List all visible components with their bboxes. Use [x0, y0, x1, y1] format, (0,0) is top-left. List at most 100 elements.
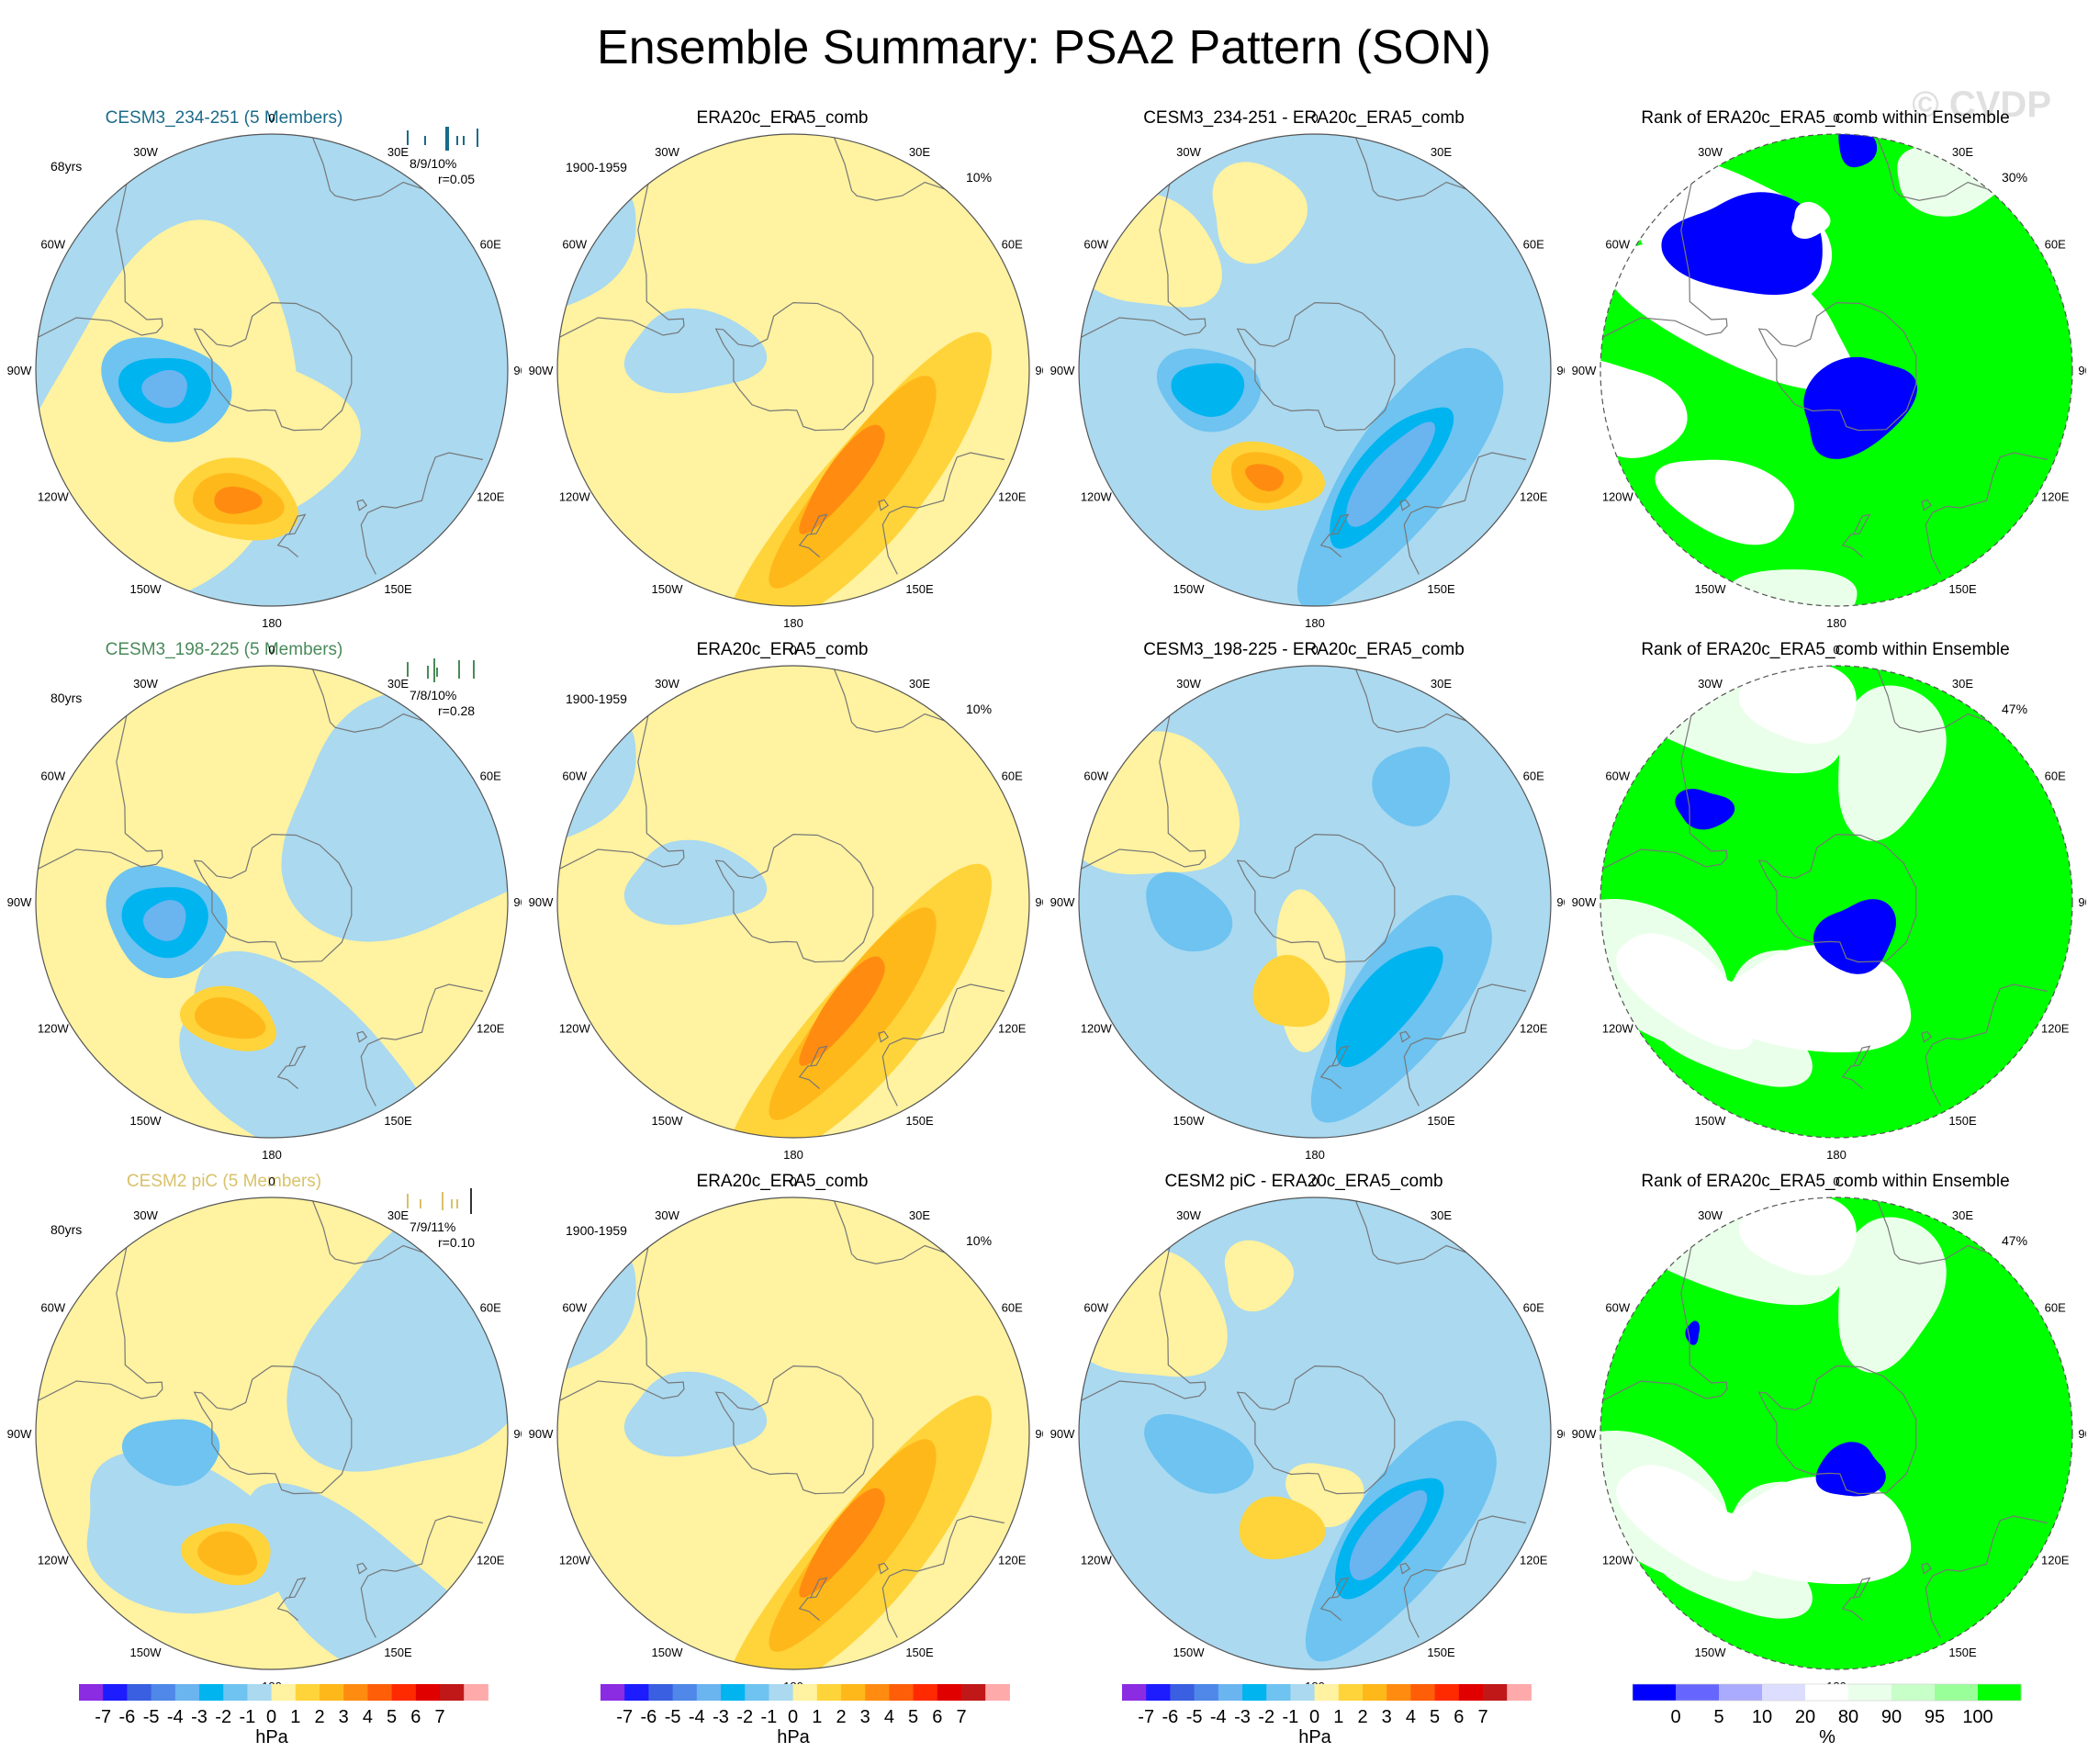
lon-label: 90W	[1050, 364, 1075, 377]
colorbar-tick-label: -7	[95, 1707, 111, 1727]
colorbar-tick-label: 1	[812, 1707, 822, 1727]
lon-label: 120E	[1520, 490, 1548, 504]
years-label: 80yrs	[51, 691, 83, 705]
lon-label: 60W	[562, 1301, 587, 1315]
colorbar-hpa: -7 -6 -5 -4 -3 -2 -1 0 1 2 3 4 5 6 7 hPa	[1122, 1684, 1532, 1747]
new-zealand-outline	[276, 1577, 307, 1622]
panel-diff-r1: CESM3_234-251 - ERA20c_ERA5_comb 0 30E 60E…	[1043, 108, 1565, 639]
colorbar-tick-label: -3	[191, 1707, 208, 1727]
lon-label: 120E	[477, 1022, 505, 1036]
polar-map: 030E60E90E120E150E180150W120W90W60W30W	[1050, 111, 1565, 630]
colorbar-box	[841, 1684, 866, 1701]
longitude-labels: 030E60E90E120E150E180150W120W90W60W30W	[7, 643, 522, 1162]
colorbar-tick-label: -6	[641, 1707, 657, 1727]
field-region	[623, 1371, 768, 1457]
lon-label: 60E	[480, 238, 501, 252]
panel-obs-r3: ERA20c_ERA5_comb 1900-1959 10% 0 30E 60E 90…	[522, 1172, 1043, 1702]
spread-tick-marks	[407, 658, 475, 682]
colorbar-box	[1719, 1684, 1763, 1701]
longitude-labels: 030E60E90E120E150E180150W120W90W60W30W	[529, 111, 1043, 630]
colorbar-box	[320, 1684, 344, 1701]
colorbar-box	[889, 1684, 915, 1701]
contour-level	[121, 1419, 220, 1487]
south-america-outline	[559, 715, 685, 870]
new-zealand-outline	[798, 1045, 828, 1090]
colorbar-box	[103, 1684, 128, 1701]
australia-outline	[360, 1515, 483, 1638]
lon-label: 60W	[562, 770, 587, 783]
lon-label: 90W	[1572, 364, 1597, 377]
lon-label: 60W	[1083, 238, 1108, 252]
lon-label: 30W	[655, 677, 679, 691]
map-boundary	[35, 665, 509, 1139]
colorbar-box	[391, 1684, 417, 1701]
lon-label: 60E	[2045, 238, 2066, 252]
polar-map: 030E60E90E120E150E180150W120W90W60W30W	[1050, 1174, 1565, 1693]
lon-label: 120W	[559, 1554, 591, 1567]
lon-label: 150E	[1427, 582, 1455, 596]
colorbar-tick-label: -6	[119, 1707, 136, 1727]
polar-map: 030E60E90E120E150E180150W120W90W60W30W	[1572, 1174, 2086, 1693]
lon-label: 30W	[133, 145, 158, 159]
coastlines	[1081, 669, 1526, 1107]
africa-outline	[312, 137, 424, 201]
lon-label: 30W	[1698, 145, 1723, 159]
field-region	[1212, 162, 1308, 264]
south-america-outline	[559, 184, 685, 338]
lon-label: 150E	[1948, 1114, 1977, 1128]
new-zealand-outline	[798, 513, 828, 558]
lon-label: 30E	[1431, 1208, 1452, 1222]
coastlines	[38, 669, 483, 1107]
coastlines	[559, 137, 1005, 575]
colorbar-tick-label: 5	[387, 1707, 397, 1727]
colorbar-box	[1242, 1684, 1267, 1701]
lon-label: 0	[268, 111, 275, 125]
rank-pct: 47%	[2002, 1233, 2028, 1248]
rank-pct: 47%	[2002, 702, 2028, 716]
colorbar-tick-label: -2	[1258, 1707, 1274, 1727]
tasmania-outline	[1921, 499, 1933, 511]
colorbar-tick-label: 7	[434, 1707, 444, 1727]
contour-level	[799, 424, 885, 534]
rank-region	[1616, 1465, 1753, 1581]
colorbar-box	[792, 1684, 818, 1701]
lon-label: 30W	[1176, 145, 1201, 159]
panel-diff-r3: CESM2 piC - ERA20c_ERA5_comb 0 30E 60E 90E 1…	[1043, 1172, 1565, 1702]
colorbar-tick-label: 0	[266, 1707, 276, 1727]
diff-title: CESM3_234-251 - ERA20c_ERA5_comb	[1143, 108, 1465, 128]
panel-obs-r1: ERA20c_ERA5_comb 1900-1959 10% 0 30E 60E 90…	[522, 108, 1043, 639]
contour-field	[36, 666, 508, 1138]
australia-outline	[881, 1515, 1005, 1638]
colorbar-box	[1363, 1684, 1387, 1701]
lon-label: 60E	[480, 1301, 501, 1315]
south-america-outline	[1602, 715, 1728, 870]
antarctica-outline	[714, 1365, 874, 1495]
colorbar-tick-label: 5	[1430, 1707, 1440, 1727]
colorbar-box	[1762, 1684, 1806, 1701]
colorbar-unit: hPa	[255, 1727, 288, 1747]
lon-label: 150W	[652, 1114, 684, 1128]
antarctica-outline	[714, 301, 874, 432]
lon-label: 90E	[513, 1427, 522, 1441]
colorbar-box	[367, 1684, 393, 1701]
australia-outline	[1403, 452, 1526, 575]
australia-outline	[881, 983, 1005, 1107]
lon-label: 150W	[1695, 1646, 1727, 1659]
lon-label: 120W	[1602, 1022, 1634, 1036]
lon-label: 120W	[1081, 1022, 1113, 1036]
colorbar-box	[1676, 1684, 1720, 1701]
longitude-labels: 030E60E90E120E150E180150W120W90W60W30W	[7, 1174, 522, 1693]
lon-label: 30E	[387, 1208, 409, 1222]
contour-field	[557, 134, 1029, 606]
colorbar-box	[937, 1684, 962, 1701]
lon-label: 90W	[1050, 895, 1075, 909]
lon-label: 90E	[2078, 895, 2086, 909]
lon-label: 30W	[655, 1208, 679, 1222]
lon-label: 120E	[2041, 490, 2070, 504]
colorbar-box	[1848, 1684, 1892, 1701]
contour-level	[1335, 946, 1443, 1068]
colorbar-tick-label: -1	[240, 1707, 256, 1727]
rank-region	[1838, 1217, 1947, 1373]
lon-label: 150W	[130, 582, 163, 596]
lon-label: 150E	[384, 1114, 412, 1128]
